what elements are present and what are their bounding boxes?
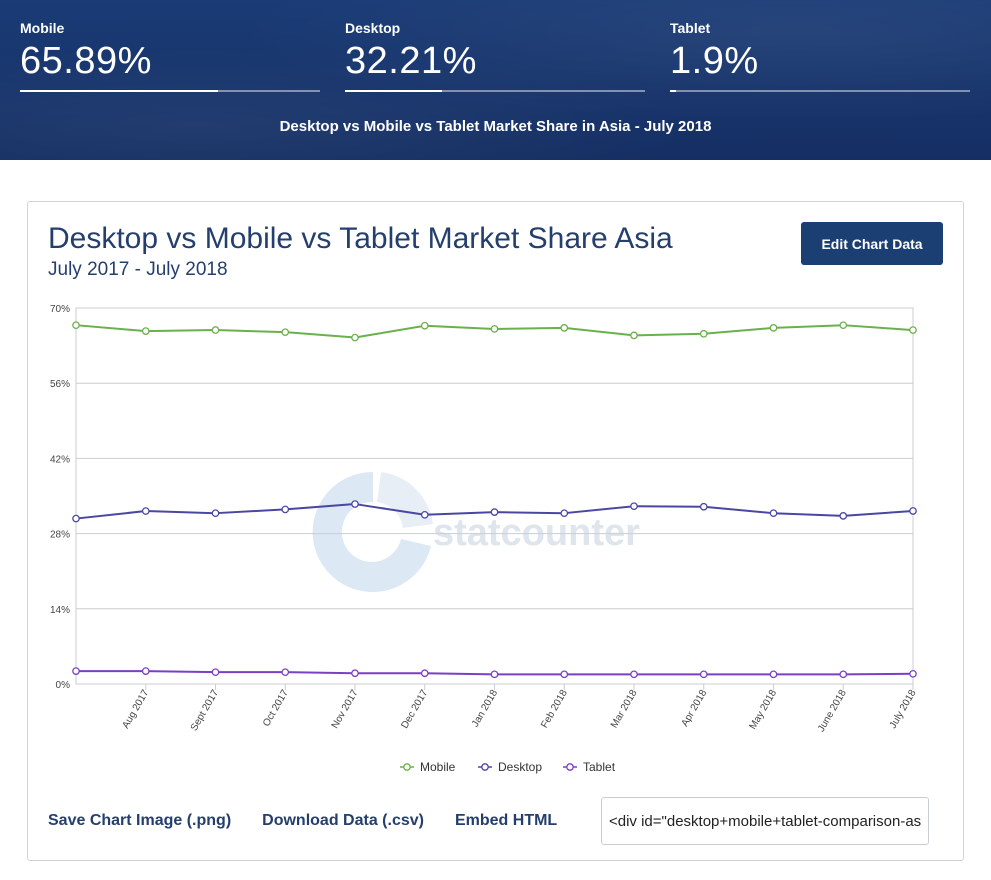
data-point-tablet	[560, 670, 569, 679]
legend-label-mobile: Mobile	[420, 760, 456, 774]
embed-html-code-field[interactable]	[601, 797, 929, 845]
header-title: Desktop vs Mobile vs Tablet Market Share…	[279, 118, 712, 135]
data-point-mobile	[630, 331, 638, 340]
data-point-mobile	[560, 324, 569, 332]
data-point-desktop	[490, 508, 499, 516]
x-tick-label: Mar 2018	[609, 688, 640, 730]
data-point-desktop	[769, 509, 778, 518]
x-tick-label: Dec 2017	[399, 688, 430, 731]
data-point-mobile	[351, 333, 359, 342]
data-point-desktop	[630, 502, 638, 511]
x-tick-label: June 2018	[816, 688, 849, 734]
data-point-mobile	[699, 329, 708, 338]
legend-label-desktop: Desktop	[498, 760, 542, 774]
plot-frame	[75, 307, 914, 685]
stat-desktop: Desktop 32.21%	[345, 20, 645, 92]
x-tick-label: May 2018	[748, 688, 780, 732]
statcounter-watermark: statcounter	[312, 471, 640, 592]
share-bar-fill	[20, 90, 218, 92]
legend-marker-mobile	[403, 763, 411, 771]
data-point-tablet	[141, 667, 150, 675]
stat-value: 65.89%	[20, 40, 152, 82]
stat-value: 32.21%	[345, 40, 477, 82]
edit-chart-data-button[interactable]: Edit Chart Data	[801, 222, 943, 265]
share-bar	[670, 90, 970, 92]
chart-card: Desktop vs Mobile vs Tablet Market Share…	[27, 201, 964, 861]
y-tick-label: 0%	[56, 680, 71, 691]
x-tick-label: Aug 2017	[120, 688, 151, 731]
legend-marker-tablet	[566, 763, 574, 771]
data-point-desktop	[351, 500, 359, 508]
data-point-desktop	[420, 510, 429, 519]
line-chart: statcounter 0% 14% 28% 42% 56% 70% Aug 2017 Se…	[50, 304, 919, 774]
data-point-tablet	[699, 670, 708, 679]
x-tick-label: Sept 2017	[189, 688, 222, 733]
watermark-text: statcounter	[433, 512, 640, 554]
share-bar-fill	[345, 90, 442, 92]
data-point-tablet	[839, 670, 848, 679]
data-point-mobile	[141, 327, 150, 335]
data-point-tablet	[630, 670, 638, 679]
data-point-desktop	[72, 514, 80, 523]
legend-marker-desktop	[481, 763, 489, 771]
y-tick-label: 14%	[50, 605, 70, 616]
download-data-link[interactable]: Download Data (.csv)	[262, 812, 424, 829]
data-point-desktop	[699, 502, 708, 511]
share-bar	[20, 90, 320, 92]
data-point-desktop	[281, 505, 290, 514]
data-point-mobile	[909, 326, 917, 334]
x-tick-label: Apr 2018	[680, 688, 710, 729]
data-point-tablet	[909, 669, 917, 678]
share-bar	[345, 90, 645, 92]
embed-html-link[interactable]: Embed HTML	[454, 812, 558, 829]
share-bar-fill	[670, 90, 676, 92]
x-tick-label: Jan 2018	[470, 688, 500, 730]
data-point-desktop	[560, 509, 569, 518]
x-tick-label: Oct 2017	[261, 688, 291, 729]
data-point-desktop	[839, 512, 848, 520]
data-point-desktop	[141, 507, 150, 515]
y-tick-label: 70%	[50, 304, 70, 315]
data-point-mobile	[769, 324, 778, 332]
data-point-tablet	[351, 669, 359, 678]
chart-actions: Save Chart Image (.png) Download Data (.…	[48, 812, 588, 830]
x-tick-label: July 2018	[888, 688, 919, 731]
stat-tablet: Tablet 1.9%	[670, 20, 970, 92]
y-tick-label: 56%	[50, 379, 70, 390]
x-tick-label: Feb 2018	[539, 688, 570, 730]
data-point-mobile	[72, 321, 80, 330]
x-tick-label: Nov 2017	[330, 688, 361, 731]
stat-value: 1.9%	[670, 40, 759, 82]
stat-label: Mobile	[20, 20, 65, 36]
legend-label-tablet: Tablet	[583, 760, 616, 774]
data-point-tablet	[281, 668, 290, 677]
chart-title: Desktop vs Mobile vs Tablet Market Share…	[48, 222, 673, 255]
data-point-tablet	[420, 669, 429, 678]
data-point-mobile	[281, 328, 290, 337]
stat-label: Tablet	[670, 20, 711, 36]
y-tick-label: 28%	[50, 530, 70, 541]
main-content: Desktop vs Mobile vs Tablet Market Share…	[0, 160, 991, 880]
chart-subtitle: July 2017 - July 2018	[48, 259, 228, 280]
statcounter-logo-icon	[312, 471, 433, 592]
stat-mobile: Mobile 65.89%	[20, 20, 320, 92]
data-point-mobile	[420, 321, 429, 330]
data-point-mobile	[211, 326, 220, 334]
data-point-tablet	[490, 670, 499, 679]
data-point-tablet	[72, 667, 80, 675]
y-tick-label: 42%	[50, 454, 70, 465]
data-point-mobile	[839, 321, 848, 330]
save-chart-image-link[interactable]: Save Chart Image (.png)	[48, 812, 232, 829]
data-point-tablet	[211, 668, 220, 677]
data-point-tablet	[769, 670, 778, 679]
data-point-desktop	[909, 507, 917, 515]
header-banner: Mobile 65.89% Desktop 32.21% Tablet 1.9%…	[0, 0, 991, 160]
stat-label: Desktop	[345, 20, 401, 36]
data-point-mobile	[490, 325, 499, 333]
data-point-desktop	[211, 509, 220, 518]
